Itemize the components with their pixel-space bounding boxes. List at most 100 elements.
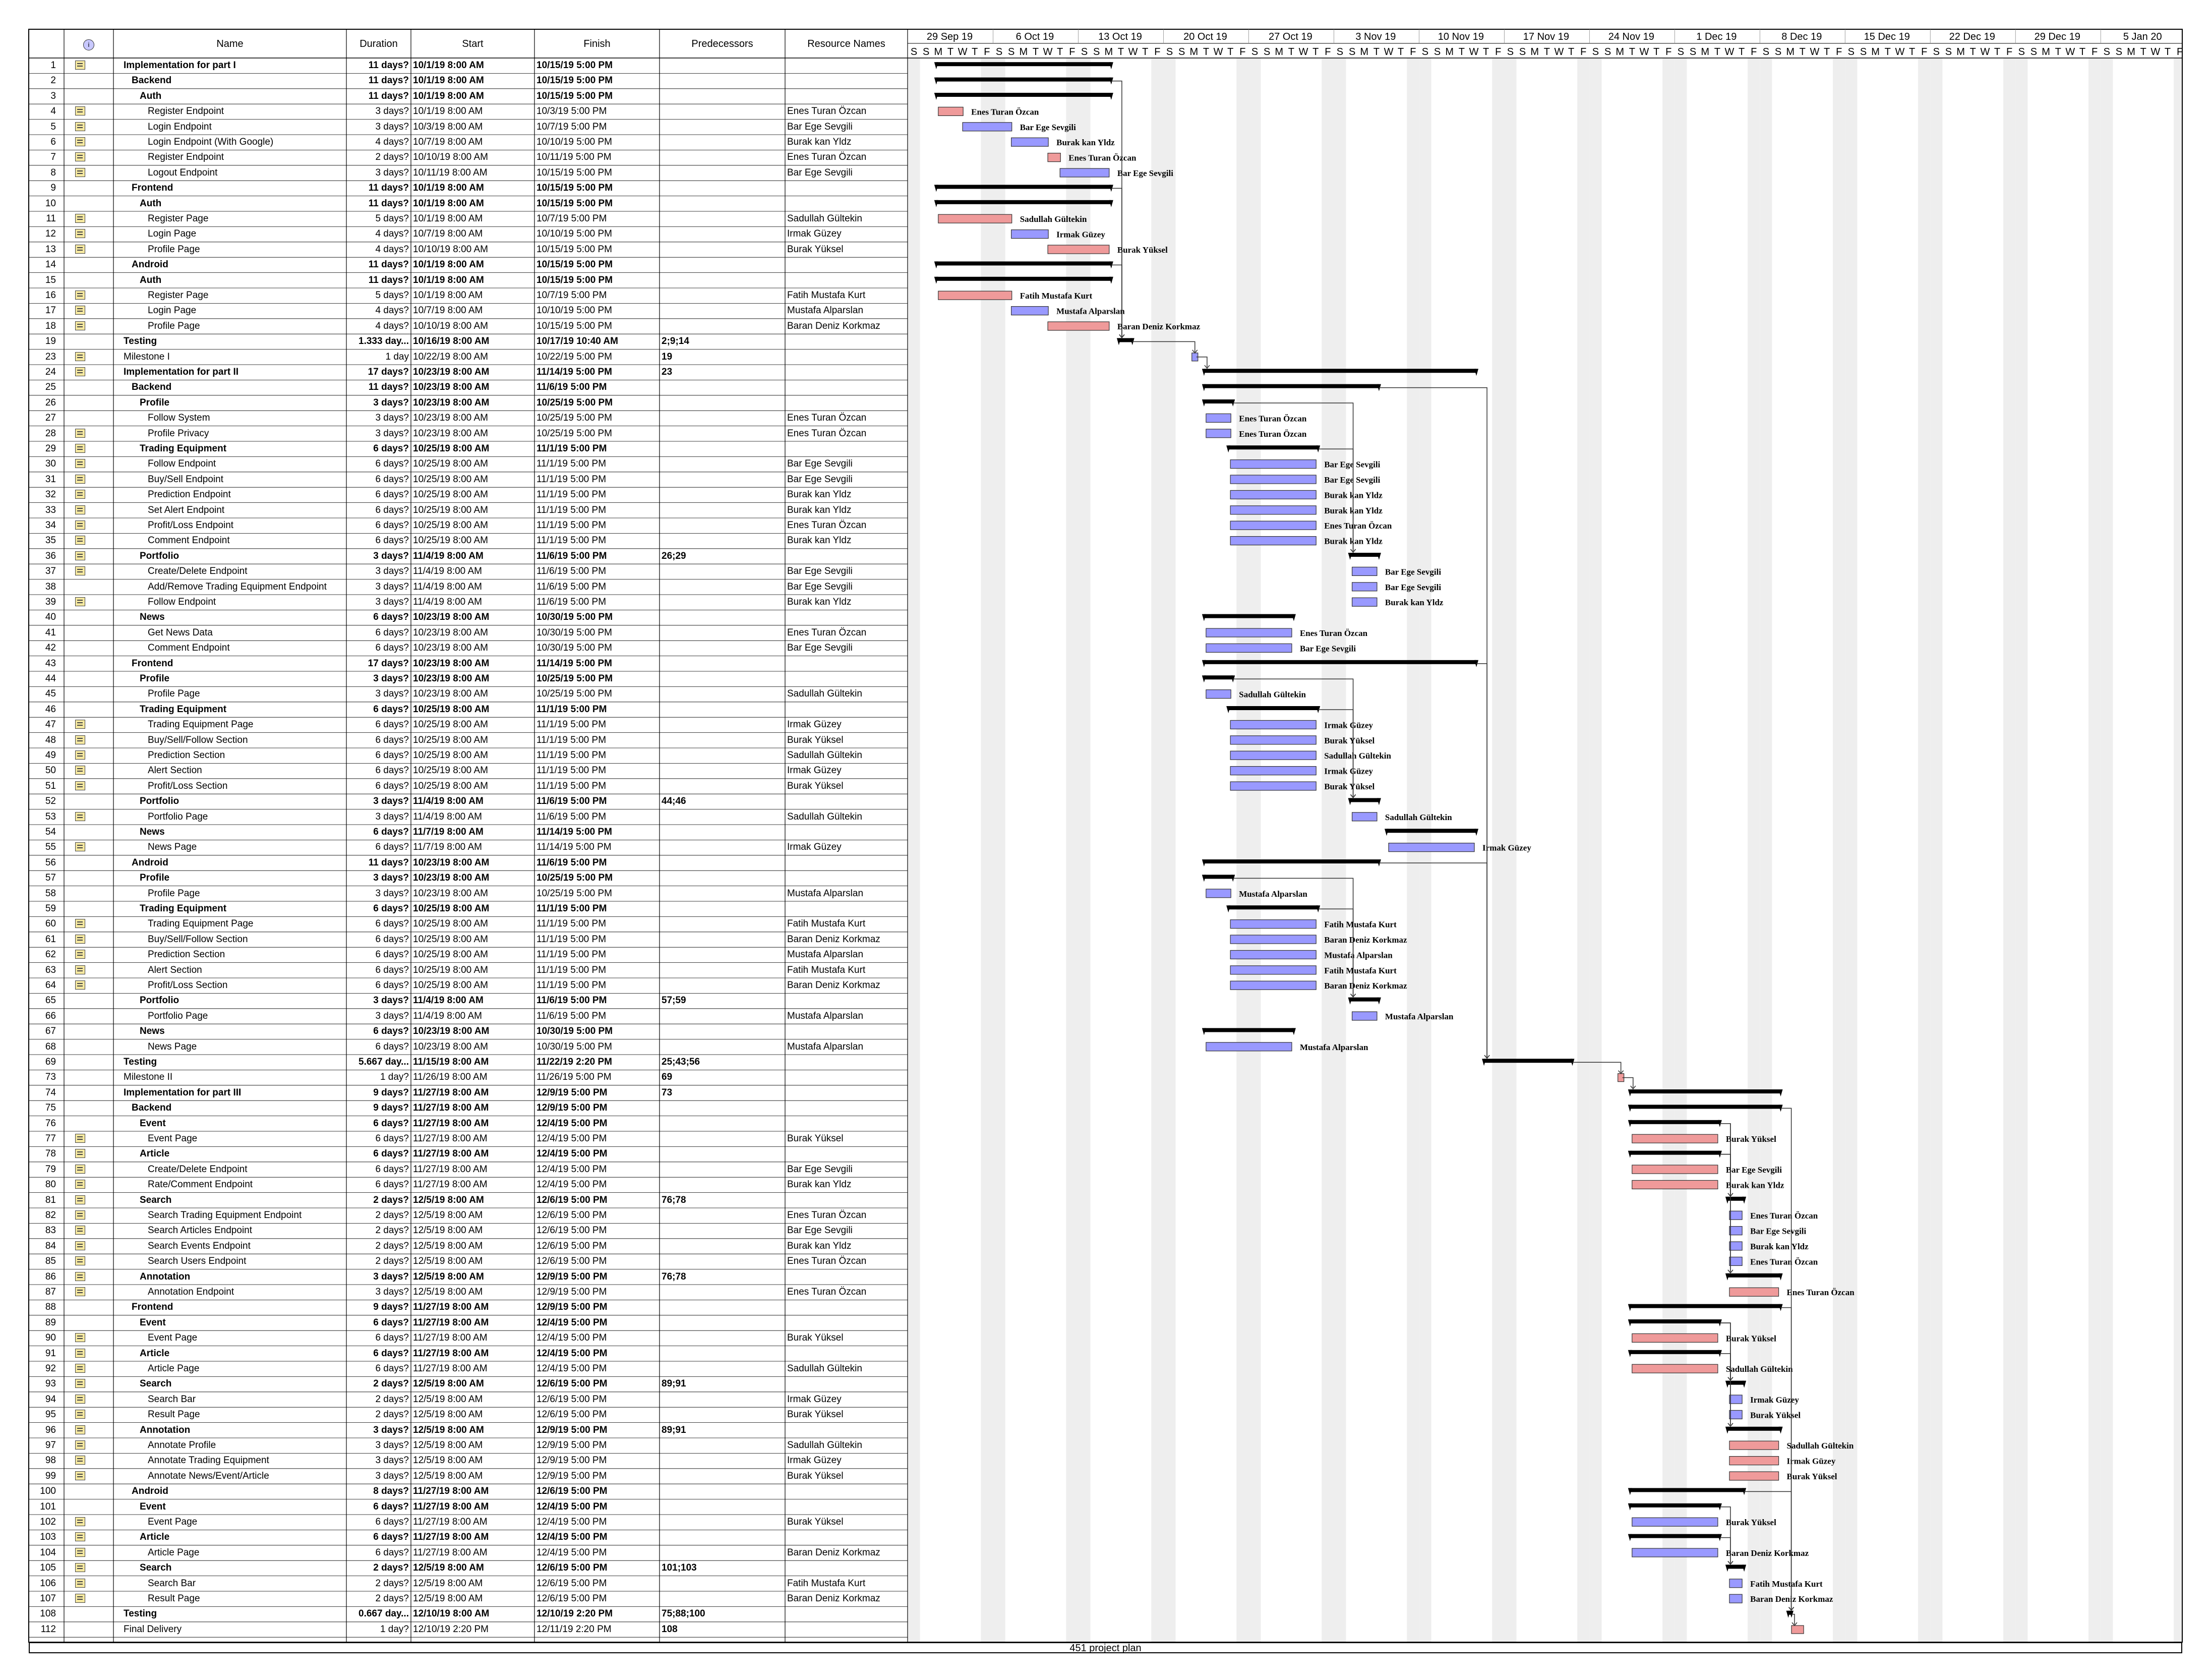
task-bar-label: Burak Yüksel xyxy=(1750,1410,1801,1420)
task-name: Follow Endpoint xyxy=(148,458,216,470)
notes-icon[interactable] xyxy=(75,597,86,607)
notes-icon[interactable] xyxy=(75,1563,86,1573)
weekend-shade xyxy=(1334,58,1346,1642)
notes-icon[interactable] xyxy=(75,1425,86,1435)
notes-icon[interactable] xyxy=(75,167,86,178)
summary-bar-cap xyxy=(1226,706,1231,713)
summary-bar-cap xyxy=(1202,384,1206,391)
notes-icon[interactable] xyxy=(75,1256,86,1266)
summary-bar-cap xyxy=(934,200,938,207)
notes-icon[interactable] xyxy=(75,1471,86,1481)
task-resource xyxy=(787,365,906,380)
notes-icon[interactable] xyxy=(75,566,86,576)
summary-bar-cap xyxy=(1202,369,1206,376)
task-bar xyxy=(1230,536,1317,546)
task-name: Profile Page xyxy=(148,888,200,899)
notes-icon[interactable] xyxy=(75,229,86,239)
notes-icon[interactable] xyxy=(75,766,86,776)
notes-icon[interactable] xyxy=(75,1149,86,1159)
notes-icon[interactable] xyxy=(75,1517,86,1527)
task-name: Profile Page xyxy=(148,244,200,255)
summary-bar-cap xyxy=(1109,93,1113,100)
notes-icon[interactable] xyxy=(75,106,86,117)
notes-icon[interactable] xyxy=(75,1440,86,1451)
notes-icon[interactable] xyxy=(75,352,86,362)
notes-icon[interactable] xyxy=(75,306,86,316)
notes-icon[interactable] xyxy=(75,1456,86,1466)
notes-icon[interactable] xyxy=(75,1348,86,1359)
notes-icon[interactable] xyxy=(75,321,86,331)
task-bar xyxy=(1206,689,1231,699)
notes-icon[interactable] xyxy=(75,735,86,745)
task-finish: 12/11/19 2:20 PM xyxy=(536,1624,612,1635)
notes-icon[interactable] xyxy=(75,750,86,761)
notes-icon[interactable] xyxy=(75,536,86,546)
notes-icon[interactable] xyxy=(75,1379,86,1389)
notes-icon[interactable] xyxy=(75,950,86,960)
notes-icon[interactable] xyxy=(75,1134,86,1144)
notes-icon[interactable] xyxy=(75,428,86,439)
task-resource: Burak kan Yldz xyxy=(787,597,852,607)
task-duration: 6 days? xyxy=(375,520,409,531)
notes-icon[interactable] xyxy=(75,1578,86,1589)
notes-icon[interactable] xyxy=(75,244,86,255)
notes-icon[interactable] xyxy=(75,1394,86,1405)
summary-bar-cap xyxy=(1226,445,1231,453)
task-bar xyxy=(1047,153,1061,162)
task-resource xyxy=(787,1193,906,1208)
task-finish: 10/17/19 10:40 AM xyxy=(536,336,618,347)
notes-icon[interactable] xyxy=(75,1226,86,1236)
task-resource: Irmak Güzey xyxy=(787,765,842,776)
notes-icon[interactable] xyxy=(75,1180,86,1190)
notes-icon[interactable] xyxy=(75,919,86,929)
notes-icon[interactable] xyxy=(75,1594,86,1604)
notes-icon[interactable] xyxy=(75,152,86,162)
notes-icon[interactable] xyxy=(75,505,86,515)
notes-icon[interactable] xyxy=(75,934,86,945)
task-id: 98 xyxy=(45,1455,56,1466)
notes-icon[interactable] xyxy=(75,474,86,485)
notes-icon[interactable] xyxy=(75,812,86,822)
dependency-line xyxy=(1719,1537,1731,1563)
notes-icon[interactable] xyxy=(75,1241,86,1251)
notes-icon[interactable] xyxy=(75,444,86,454)
notes-icon[interactable] xyxy=(75,61,86,71)
notes-icon[interactable] xyxy=(75,137,86,147)
dependency-arrow xyxy=(1788,1607,1795,1611)
notes-icon[interactable] xyxy=(75,1532,86,1542)
notes-icon[interactable] xyxy=(75,1547,86,1558)
notes-icon[interactable] xyxy=(75,1410,86,1420)
task-id: 29 xyxy=(45,443,56,454)
task-start: 10/1/19 8:00 AM xyxy=(413,198,484,209)
notes-icon[interactable] xyxy=(75,1271,86,1282)
task-id: 95 xyxy=(45,1409,56,1420)
notes-icon[interactable] xyxy=(75,842,86,852)
notes-icon[interactable] xyxy=(75,291,86,301)
notes-icon[interactable] xyxy=(75,490,86,500)
task-id: 66 xyxy=(45,1010,56,1021)
task-resource: Enes Turan Özcan xyxy=(787,428,867,439)
notes-icon[interactable] xyxy=(75,1210,86,1221)
notes-icon[interactable] xyxy=(75,1164,86,1175)
summary-bar-cap xyxy=(1725,1426,1729,1434)
task-resource: Burak kan Yldz xyxy=(787,1240,852,1251)
notes-icon[interactable] xyxy=(75,781,86,791)
task-name: Login Endpoint (With Google) xyxy=(148,137,274,147)
notes-icon[interactable] xyxy=(75,1195,86,1205)
notes-icon[interactable] xyxy=(75,551,86,561)
notes-icon[interactable] xyxy=(75,122,86,132)
notes-icon[interactable] xyxy=(75,214,86,224)
summary-bar xyxy=(1204,399,1233,403)
notes-icon[interactable] xyxy=(75,459,86,469)
task-finish: 12/4/19 5:00 PM xyxy=(536,1547,607,1558)
notes-icon[interactable] xyxy=(75,1333,86,1343)
notes-icon[interactable] xyxy=(75,965,86,975)
notes-icon[interactable] xyxy=(75,1364,86,1374)
task-predecessors xyxy=(662,1346,783,1361)
notes-icon[interactable] xyxy=(75,720,86,730)
notes-icon[interactable] xyxy=(75,980,86,991)
notes-icon[interactable] xyxy=(75,520,86,531)
notes-icon[interactable] xyxy=(75,1287,86,1297)
task-bar xyxy=(1632,1364,1718,1373)
notes-icon[interactable] xyxy=(75,367,86,377)
